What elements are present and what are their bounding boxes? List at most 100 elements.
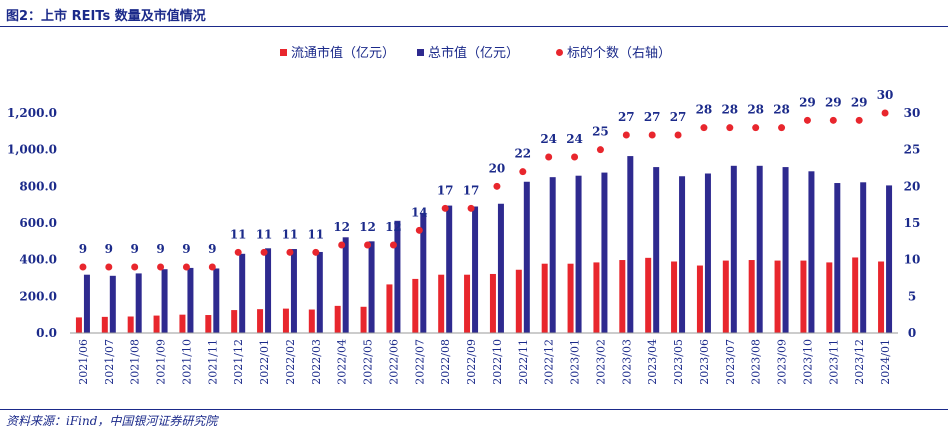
count-label: 29 xyxy=(825,95,842,109)
bar-circulating xyxy=(852,257,859,333)
x-tick-label: 2022/01 xyxy=(258,339,271,385)
x-tick-label: 2022/11 xyxy=(517,339,530,385)
x-tick-label: 2021/08 xyxy=(129,339,142,385)
bar-circulating xyxy=(593,262,600,333)
x-tick-label: 2023/11 xyxy=(827,339,840,385)
bar-circulating xyxy=(282,308,289,333)
left-axis: 0.0 200.0 400.0 600.0 800.0 1,000.0 1,200.0 xyxy=(7,106,57,340)
bar-circulating xyxy=(515,269,522,333)
bar-total xyxy=(316,251,323,333)
x-tick-label: 2023/12 xyxy=(853,339,866,385)
count-point xyxy=(778,124,786,132)
bar-total xyxy=(679,176,686,333)
count-label: 17 xyxy=(463,183,480,197)
count-point xyxy=(648,131,656,139)
count-label: 27 xyxy=(618,110,635,124)
count-point xyxy=(519,168,527,176)
x-tick-label: 2023/08 xyxy=(750,339,763,385)
count-label: 17 xyxy=(437,183,454,197)
count-point xyxy=(803,116,811,124)
left-tick-label: 600.0 xyxy=(19,216,57,230)
count-point xyxy=(881,109,889,117)
source-rule xyxy=(0,409,948,410)
bar-total xyxy=(187,267,194,333)
bar-circulating xyxy=(619,260,626,333)
bar-total xyxy=(627,156,634,333)
bar-total xyxy=(497,203,504,333)
bar-total xyxy=(860,182,867,333)
bar-circulating xyxy=(541,263,548,333)
bar-total xyxy=(472,206,479,333)
bar-total xyxy=(756,165,763,333)
count-label: 11 xyxy=(307,227,324,241)
count-label: 12 xyxy=(359,220,376,234)
bar-total xyxy=(601,172,608,333)
x-tick-label: 2021/09 xyxy=(155,339,168,385)
bar-total xyxy=(808,171,815,333)
bar-circulating xyxy=(489,273,496,333)
count-label: 28 xyxy=(773,103,790,117)
x-tick-label: 2023/07 xyxy=(724,339,737,385)
x-tick-label: 2022/02 xyxy=(284,339,297,385)
bar-total xyxy=(290,249,297,333)
count-label: 9 xyxy=(182,242,190,256)
count-point xyxy=(286,248,294,256)
x-tick-label: 2021/06 xyxy=(77,339,90,385)
count-point xyxy=(596,146,604,154)
count-label: 11 xyxy=(230,227,247,241)
count-label: 29 xyxy=(799,95,816,109)
bar-circulating xyxy=(826,262,833,333)
bar-circulating xyxy=(748,260,755,333)
bar-circulating xyxy=(774,260,781,333)
bar-total xyxy=(446,205,453,333)
bar-circulating xyxy=(878,261,885,333)
title-rule xyxy=(0,26,948,27)
x-tick-label: 2023/03 xyxy=(620,339,633,385)
figure-title: 图2：上市 REITs 数量及市值情况 xyxy=(6,9,206,24)
count-label: 29 xyxy=(851,95,868,109)
count-point xyxy=(415,226,423,234)
count-point xyxy=(105,263,113,271)
count-label: 25 xyxy=(592,125,609,139)
count-point xyxy=(157,263,165,271)
count-point xyxy=(622,131,630,139)
bar-circulating xyxy=(360,306,367,333)
bar-total xyxy=(239,253,246,333)
bar-total xyxy=(834,183,841,333)
bar-total xyxy=(653,167,660,333)
count-label: 20 xyxy=(489,161,506,175)
count-label: 9 xyxy=(208,242,216,256)
bar-total xyxy=(549,177,556,333)
count-label: 30 xyxy=(877,88,894,102)
count-label: 22 xyxy=(514,147,531,161)
bar-circulating xyxy=(386,284,393,333)
count-label: 28 xyxy=(747,103,764,117)
count-point xyxy=(545,153,553,161)
count-label: 9 xyxy=(105,242,113,256)
count-label: 11 xyxy=(256,227,273,241)
x-tick-label: 2022/07 xyxy=(413,339,426,385)
bar-circulating xyxy=(75,317,82,333)
count-label: 9 xyxy=(79,242,87,256)
bar-circulating xyxy=(567,263,574,333)
bar-total xyxy=(394,220,401,333)
bar-circulating xyxy=(464,274,471,333)
count-label: 14 xyxy=(411,205,428,219)
x-tick-label: 2021/07 xyxy=(103,339,116,385)
count-point xyxy=(726,124,734,132)
bar-total xyxy=(782,167,789,333)
right-axis: 0 5 10 15 20 25 30 xyxy=(904,106,921,340)
bar-circulating xyxy=(645,257,652,333)
bar-total xyxy=(83,274,90,333)
x-tick-label: 2022/08 xyxy=(439,339,452,385)
bars xyxy=(75,156,893,333)
source-note: 资料来源：iFind，中国银河证券研究院 xyxy=(6,414,218,428)
legend: 流通市值（亿元） 总市值（亿元） 标的个数（右轴） xyxy=(280,45,671,61)
count-points: 9 9 9 9 9 9 11 11 11 11 12 12 12 14 17 17 20 22 24 24 25 27 27… xyxy=(79,88,894,271)
x-tick-label: 2021/11 xyxy=(206,339,219,385)
legend-count-swatch xyxy=(556,49,563,56)
count-label: 27 xyxy=(644,110,661,124)
bar-circulating xyxy=(179,314,186,333)
bar-circulating xyxy=(696,265,703,333)
